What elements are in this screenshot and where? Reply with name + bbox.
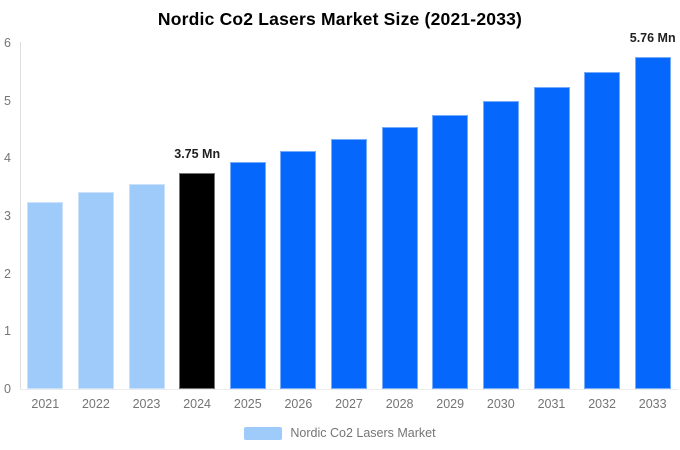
chart-title: Nordic Co2 Lasers Market Size (2021-2033… <box>157 9 523 29</box>
bar-2029[interactable] <box>432 114 469 389</box>
x-tick-label-2025: 2025 <box>233 397 262 411</box>
legend-label: Nordic Co2 Lasers Market <box>290 426 436 440</box>
bar-2030[interactable] <box>482 101 519 389</box>
y-axis-line <box>20 42 21 389</box>
bar-2022[interactable] <box>77 191 114 389</box>
bar-2032[interactable] <box>584 72 621 389</box>
bar-2027[interactable] <box>331 139 367 389</box>
bar-2033[interactable] <box>634 56 671 389</box>
x-tick-label-2021: 2021 <box>31 397 60 411</box>
value-annotation-2033: 5.76 Mn <box>629 30 676 45</box>
y-tick-label-6: 6 <box>4 36 11 50</box>
x-tick-label-2028: 2028 <box>385 397 414 411</box>
x-tick-label-2023: 2023 <box>132 397 161 411</box>
x-axis-baseline <box>20 389 678 390</box>
x-tick-label-2032: 2032 <box>588 397 616 411</box>
x-tick-label-2027: 2027 <box>335 397 363 411</box>
bar-2026[interactable] <box>280 151 317 389</box>
x-tick-label-2029: 2029 <box>436 397 465 411</box>
x-tick-label-2024: 2024 <box>183 397 211 411</box>
y-tick-label-3: 3 <box>4 209 11 223</box>
bar-2025[interactable] <box>229 162 266 389</box>
legend-swatch <box>244 426 283 440</box>
bar-2028[interactable] <box>381 127 418 389</box>
y-tick-label-4: 4 <box>4 151 11 166</box>
bar-2024[interactable] <box>179 172 216 390</box>
legend-item[interactable]: Nordic Co2 Lasers Market <box>0 424 680 442</box>
x-tick-label-2030: 2030 <box>486 397 515 411</box>
y-tick-label-0: 0 <box>4 382 11 396</box>
x-tick-label-2031: 2031 <box>537 397 566 411</box>
value-annotation-2024: 3.75 Mn <box>174 146 221 161</box>
bar-2021[interactable] <box>27 201 64 389</box>
x-tick-label-2033: 2033 <box>638 397 667 411</box>
y-tick-label-5: 5 <box>4 93 11 108</box>
x-tick-label-2022: 2022 <box>81 397 110 411</box>
y-tick-label-1: 1 <box>4 324 11 339</box>
y-tick-label-2: 2 <box>4 266 11 281</box>
bar-2031[interactable] <box>533 87 570 389</box>
x-tick-label-2026: 2026 <box>284 397 313 411</box>
bar-2023[interactable] <box>128 183 165 389</box>
